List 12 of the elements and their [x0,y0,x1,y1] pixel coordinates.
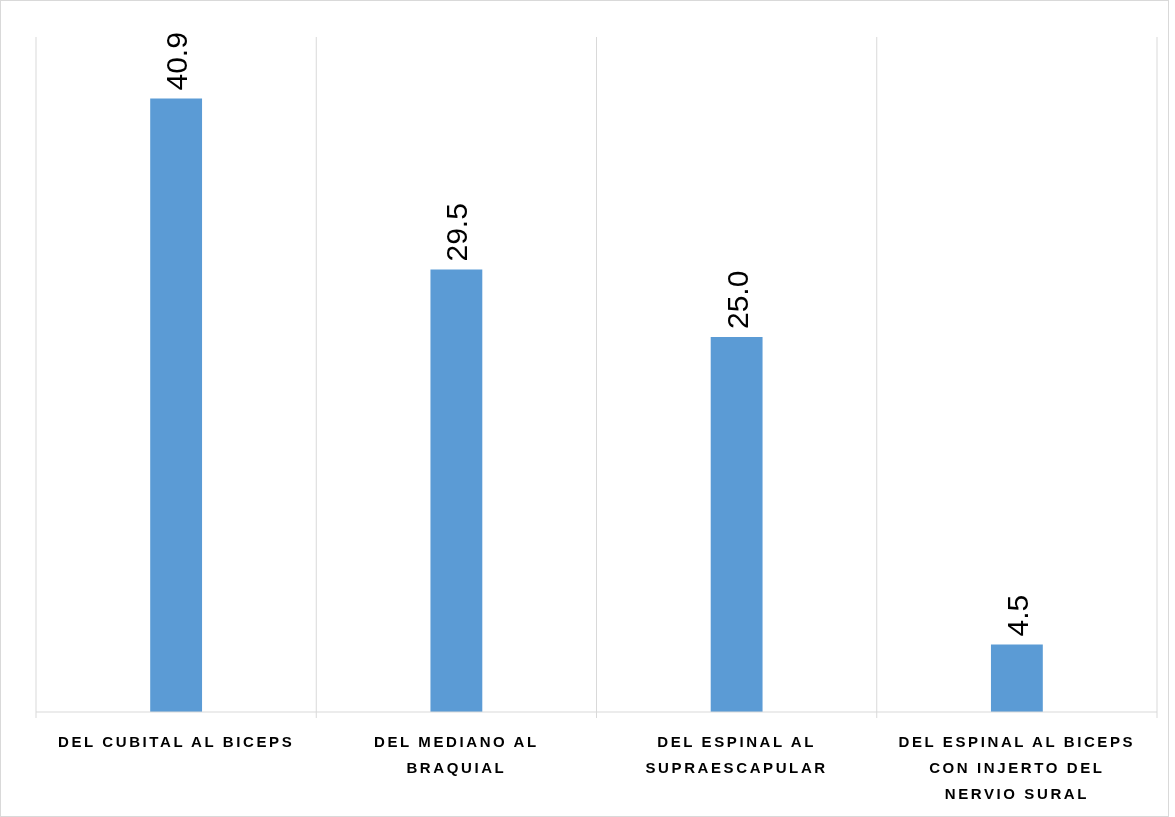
bar [430,269,483,712]
data-label: 25.0 [720,270,754,329]
bar [150,98,203,712]
x-tick-label: DEL ESPINAL AL SUPRAESCAPULAR [645,733,828,776]
x-tick-label: DEL ESPINAL AL BICEPS CON INJERTO DEL NERVIO SURAL [898,733,1136,802]
data-label: 29.5 [440,203,474,262]
bar [990,644,1043,712]
data-label: 4.5 [1000,594,1034,637]
bar [710,337,763,712]
data-label: 40.9 [160,32,194,91]
x-tick-label: DEL MEDIANO AL BRAQUIAL [374,733,539,776]
x-tick-label: DEL CUBITAL AL BICEPS [57,733,295,750]
